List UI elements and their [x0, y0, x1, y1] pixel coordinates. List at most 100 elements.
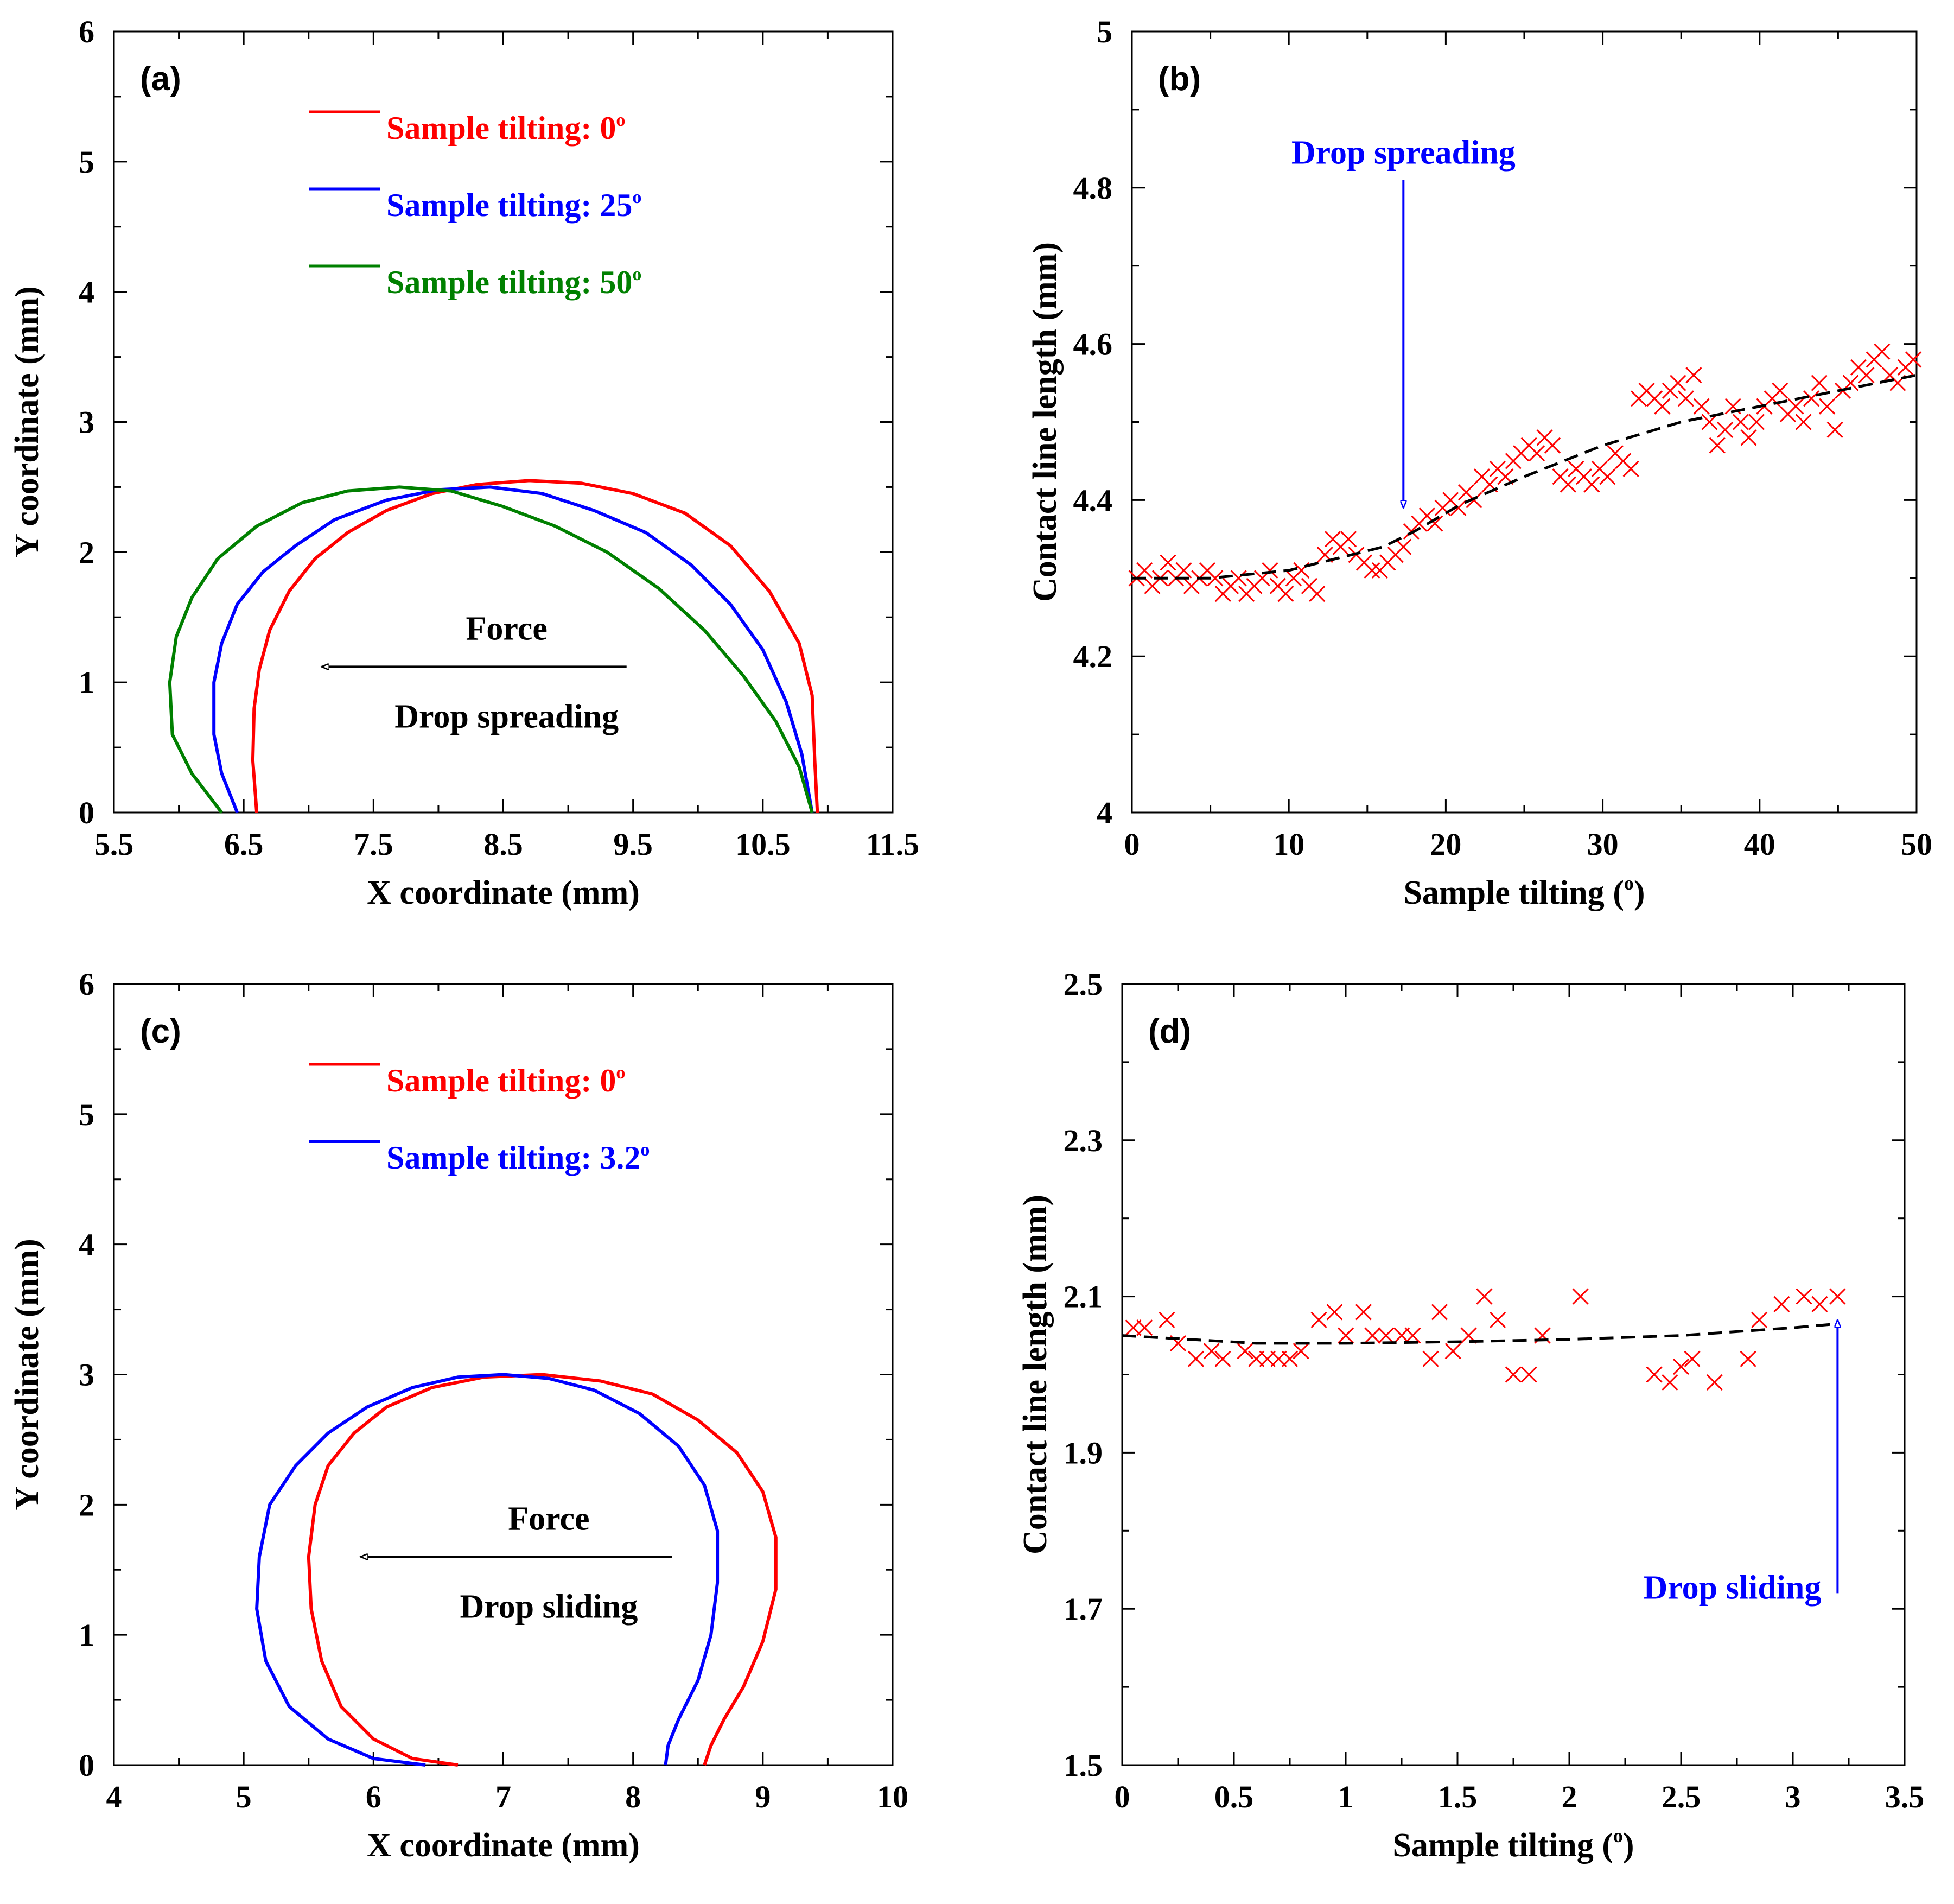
scatter-point: [1684, 1350, 1701, 1367]
scatter-point: [1203, 1343, 1220, 1360]
x-axis-title-degree: o: [1624, 872, 1634, 894]
legend-degree: o: [616, 1063, 625, 1083]
y-axis-title: Contact line length (mm): [1017, 1195, 1054, 1554]
scatter-point: [1677, 390, 1694, 407]
scatter-point: [1476, 1288, 1493, 1305]
x-tick-label: 2.5: [1662, 1779, 1701, 1814]
y-tick-label: 1.9: [1064, 1435, 1103, 1470]
force-label: Force: [508, 1500, 589, 1537]
scatter-point: [1622, 460, 1639, 477]
scatter-point: [1740, 1350, 1756, 1367]
scatter-point: [1796, 1288, 1812, 1305]
legend-entry: Sample tilting: 25o: [386, 187, 641, 223]
x-tick-label: 2: [1562, 1779, 1577, 1814]
legend-prefix: Sample tilting: 3.2: [386, 1140, 640, 1176]
scatter-point: [1811, 375, 1828, 391]
y-tick-label: 6: [79, 14, 94, 49]
x-tick-label: 10: [1273, 827, 1304, 862]
plot-frame: [1131, 30, 1918, 814]
scatter-point: [1136, 562, 1153, 579]
profile-series-0: [307, 1373, 778, 1767]
scatter-point: [1214, 1350, 1231, 1367]
panel-label: (c): [140, 1013, 181, 1050]
y-tick-label: 2.3: [1064, 1123, 1103, 1158]
y-tick-label: 5: [1097, 14, 1112, 49]
plot-frame: [113, 30, 894, 814]
scatter-point: [1693, 398, 1710, 415]
scatter-point: [1520, 1366, 1537, 1383]
scatter-point: [1230, 570, 1247, 587]
x-tick-label: 10.5: [735, 827, 791, 862]
scatter-point: [1293, 1343, 1309, 1360]
y-axis-title: Y coordinate (mm): [9, 286, 46, 557]
scatter-point: [1187, 1350, 1205, 1367]
y-tick-label: 2: [79, 535, 94, 570]
scatter-point: [1404, 1327, 1421, 1344]
scatter-point: [1364, 562, 1380, 579]
x-tick-label: 1: [1338, 1779, 1354, 1814]
scatter-point: [1740, 429, 1757, 446]
x-tick-label: 40: [1744, 827, 1775, 862]
scatter-point: [1277, 586, 1294, 602]
scatter-point: [1701, 414, 1718, 430]
y-tick-label: 0: [79, 1748, 94, 1783]
scatter-point: [1709, 437, 1726, 454]
profile-series-1: [255, 1373, 720, 1767]
scatter-point: [1717, 421, 1734, 438]
drop-annotation: Drop sliding: [1643, 1569, 1821, 1606]
scatter-point: [1733, 414, 1749, 430]
x-tick-label: 0: [1124, 827, 1140, 862]
trend-line: [1132, 373, 1917, 580]
x-tick-label: 3.5: [1885, 1779, 1925, 1814]
y-axis-title: Contact line length (mm): [1027, 242, 1064, 602]
y-tick-label: 4: [79, 1227, 94, 1262]
x-tick-label: 7: [495, 1779, 511, 1814]
y-tick-label: 1: [79, 1617, 94, 1653]
scatter-point: [1207, 570, 1224, 587]
y-tick-label: 3: [79, 405, 94, 440]
scatter-point: [1262, 562, 1278, 579]
x-axis-title-main: Sample tilting (: [1403, 874, 1624, 911]
x-axis-title: Sample tilting (o): [1403, 872, 1645, 911]
y-tick-label: 4.2: [1073, 639, 1113, 674]
panel-d: 0 0.5 1 1.5 2 2.5 3 3.5 1.5 1.7 1.9 2.1 2.3 2.5 Sample…: [1017, 967, 1924, 1864]
legend-prefix: Sample tilting: 0: [386, 1063, 616, 1099]
legend-degree: o: [632, 187, 641, 207]
scatter-point: [1662, 1374, 1678, 1391]
x-axis-title-main: Sample tilting (: [1392, 1827, 1613, 1864]
y-tick-label: 3: [79, 1357, 94, 1393]
profile-series-2: [168, 485, 814, 814]
x-tick-label: 8.5: [483, 827, 523, 862]
y-tick-label: 5: [79, 1097, 94, 1132]
scatter-point: [1811, 1296, 1828, 1313]
scatter-point: [1672, 1359, 1690, 1375]
scatter-point: [1355, 1304, 1372, 1321]
scatter-point: [1654, 398, 1671, 415]
x-tick-label: 0: [1115, 1779, 1130, 1814]
y-tick-label: 1.5: [1064, 1748, 1103, 1783]
trend-line: [1122, 1322, 1838, 1345]
scatter-point: [1874, 343, 1891, 360]
scatter-point: [1751, 1311, 1768, 1328]
scatter-point: [1160, 554, 1176, 571]
x-tick-label: 6.5: [224, 827, 264, 862]
scatter-point: [1309, 586, 1326, 602]
x-tick-label: 9: [755, 1779, 771, 1814]
x-tick-label: 30: [1587, 827, 1619, 862]
scatter-point: [1340, 531, 1357, 548]
x-tick-label: 8: [625, 1779, 641, 1814]
y-tick-label: 0: [79, 795, 94, 830]
scatter-point: [1326, 1304, 1343, 1321]
legend-prefix: Sample tilting: 50: [386, 264, 632, 300]
scatter-point: [1544, 437, 1561, 454]
scatter-point: [1175, 562, 1192, 579]
x-tick-label: 0.5: [1214, 1779, 1254, 1814]
y-tick-label: 5: [79, 144, 94, 180]
scatter-point: [1706, 1374, 1723, 1391]
x-axis-title-close: ): [1634, 874, 1645, 911]
scatter-point: [1378, 1327, 1395, 1344]
panel-label: (a): [140, 60, 181, 98]
scatter-point: [1858, 367, 1875, 384]
panel-label: (d): [1148, 1013, 1191, 1050]
panel-a: 5.5 6.5 7.5 8.5 9.5 10.5 11.5 0 1 2 3 4 5 6 X coordina…: [9, 14, 919, 911]
